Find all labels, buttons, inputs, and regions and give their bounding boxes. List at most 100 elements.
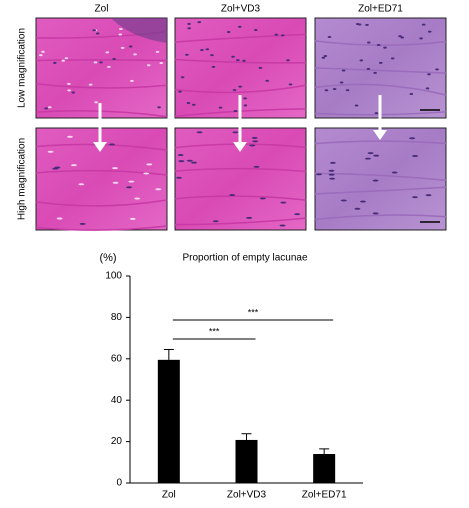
- cell: [128, 180, 135, 183]
- cell: [373, 154, 380, 157]
- cell: [329, 161, 336, 164]
- cell: [376, 44, 381, 47]
- y-tick-label: 80: [111, 312, 123, 323]
- y-tick-label: 40: [111, 395, 123, 406]
- y-unit: (%): [99, 252, 116, 264]
- cell: [374, 112, 379, 115]
- cell: [88, 83, 93, 86]
- tissue-line: [314, 83, 447, 96]
- cell: [218, 106, 223, 109]
- cell: [95, 32, 100, 35]
- tissue-line: [174, 84, 307, 94]
- cell: [286, 59, 290, 62]
- cell: [378, 61, 383, 64]
- cell: [157, 106, 161, 109]
- tissue-line: [174, 217, 307, 226]
- cell: [94, 101, 98, 104]
- cell: [425, 194, 432, 197]
- cell: [187, 27, 191, 30]
- cell: [280, 34, 285, 37]
- cell: [44, 107, 48, 110]
- cell: [359, 59, 364, 62]
- cell: [279, 224, 286, 227]
- cell: [78, 183, 85, 186]
- tissue-edge: [111, 18, 167, 43]
- cell: [146, 163, 153, 166]
- cell: [130, 79, 134, 82]
- cell: [345, 89, 350, 92]
- cell: [178, 90, 182, 93]
- cell: [176, 176, 183, 179]
- tissue-line: [174, 195, 307, 201]
- chart-title: Proportion of empty lacunae: [182, 253, 308, 264]
- histology-image: [314, 127, 447, 231]
- cell: [332, 88, 337, 91]
- cell: [372, 212, 379, 215]
- cell: [328, 173, 335, 176]
- x-tick-label: Zol: [162, 490, 176, 501]
- error-bar: [319, 448, 330, 455]
- cell: [109, 143, 116, 146]
- cell: [357, 23, 362, 26]
- cell: [53, 61, 57, 64]
- cell: [200, 48, 204, 51]
- cell: [238, 85, 243, 88]
- cell: [249, 144, 256, 147]
- cell: [177, 154, 184, 157]
- tissue-line: [314, 186, 447, 195]
- cell: [119, 28, 123, 31]
- cell: [253, 165, 260, 168]
- arrow-head: [93, 142, 107, 152]
- cell: [265, 79, 269, 82]
- cell: [39, 54, 43, 57]
- cell: [232, 88, 237, 91]
- cell: [128, 45, 133, 48]
- tissue-line: [35, 59, 168, 62]
- cell: [233, 109, 238, 112]
- cell: [99, 61, 103, 64]
- cell: [367, 152, 374, 155]
- cell: [191, 103, 196, 106]
- tissue-line: [314, 172, 447, 182]
- cell: [56, 217, 63, 220]
- cell: [186, 102, 191, 105]
- cell: [129, 217, 136, 220]
- cell: [54, 166, 61, 169]
- cell: [419, 37, 423, 40]
- tissue-line: [314, 214, 447, 221]
- cell: [134, 197, 141, 200]
- cell: [258, 66, 263, 69]
- cell: [237, 25, 242, 28]
- cell: [235, 59, 240, 62]
- cell: [340, 199, 347, 202]
- cell: [383, 46, 387, 49]
- cell: [427, 30, 432, 33]
- y-tick-label: 60: [111, 353, 123, 364]
- cell: [186, 159, 193, 162]
- cell: [133, 53, 137, 56]
- cell: [328, 169, 335, 172]
- cell: [253, 28, 258, 31]
- cell: [226, 31, 231, 34]
- row-label: High magnification: [17, 138, 28, 220]
- cell: [126, 186, 133, 189]
- tissue-line: [314, 140, 447, 145]
- cell: [185, 53, 189, 56]
- cell: [107, 65, 111, 68]
- cell: [435, 68, 439, 71]
- tissue-line: [35, 83, 168, 89]
- tissue-line: [314, 40, 447, 46]
- y-tick-label: 20: [111, 436, 123, 447]
- arrow-head: [233, 142, 247, 152]
- cell: [421, 23, 426, 26]
- cell: [354, 207, 361, 210]
- cell: [316, 173, 323, 176]
- cell: [425, 87, 430, 90]
- cell: [412, 155, 419, 158]
- cell: [252, 140, 259, 143]
- error-bar: [163, 348, 174, 360]
- cell: [329, 177, 336, 180]
- cell: [427, 73, 431, 76]
- cell: [70, 164, 77, 167]
